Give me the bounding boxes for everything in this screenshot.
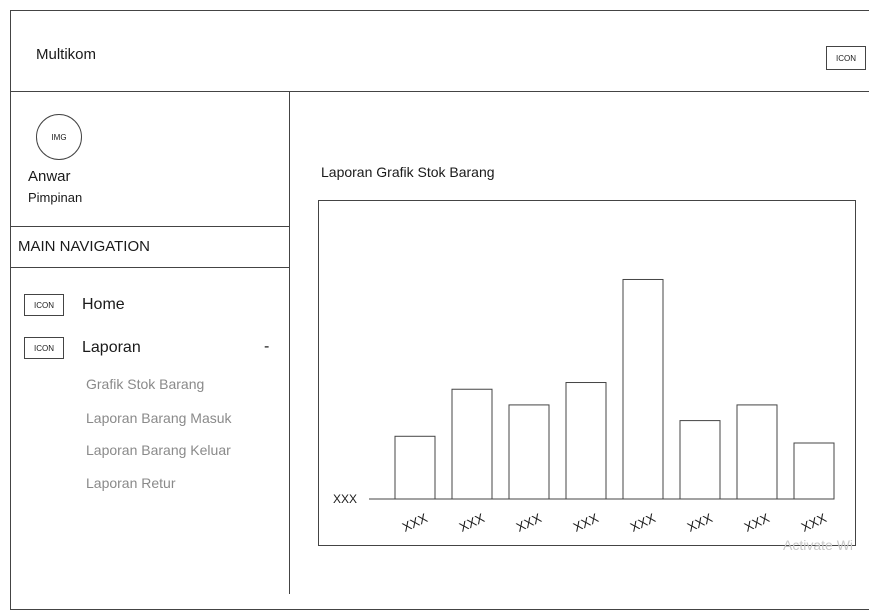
page-title: Laporan Grafik Stok Barang	[321, 164, 495, 180]
chart-bar	[679, 420, 721, 500]
app-title: Multikom	[36, 46, 97, 63]
sidebar-item-laporan[interactable]: Laporan	[82, 339, 141, 356]
x-axis-category-label: XXX	[685, 510, 715, 535]
laporan-icon[interactable]: ICON	[24, 337, 64, 359]
sidebar-item-home[interactable]: Home	[82, 296, 125, 313]
header-menu-icon[interactable]: ICON	[826, 46, 866, 70]
chart-bar	[565, 382, 607, 500]
avatar[interactable]: IMG	[36, 114, 82, 160]
top-header: Multikom ICON	[10, 10, 869, 92]
y-axis-tick-label: XXX	[333, 492, 357, 506]
chart-bar	[508, 404, 550, 500]
bar-chart: XXX XXX XXX XXX XXX XXX XXX XXX XXX	[333, 278, 835, 535]
x-axis-category-label: XXX	[628, 510, 658, 535]
x-axis-category-label: XXX	[457, 510, 487, 535]
x-axis-category-label: XXX	[742, 510, 772, 535]
sidebar-subitem-grafik-stok[interactable]: Grafik Stok Barang	[86, 376, 205, 392]
chart-bar	[622, 278, 664, 500]
chart-bar	[736, 404, 778, 500]
sidebar-subitem-barang-keluar[interactable]: Laporan Barang Keluar	[86, 442, 231, 458]
sidebar: IMG Anwar Pimpinan MAIN NAVIGATION ICON …	[10, 92, 290, 594]
user-name: Anwar	[28, 168, 71, 185]
x-axis-category-label: XXX	[799, 510, 829, 535]
chart-container: XXX XXX XXX XXX XXX XXX XXX XXX XXX	[318, 200, 856, 546]
chart-bar	[451, 388, 493, 500]
laporan-collapse-toggle[interactable]: -	[264, 338, 270, 355]
user-role: Pimpinan	[28, 190, 83, 205]
activation-watermark: Activate Wi	[783, 537, 854, 553]
x-axis-category-label: XXX	[400, 510, 430, 535]
sidebar-subitem-retur[interactable]: Laporan Retur	[86, 475, 176, 491]
chart-bar	[793, 442, 835, 500]
sidebar-subitem-barang-masuk[interactable]: Laporan Barang Masuk	[86, 410, 232, 426]
home-icon[interactable]: ICON	[24, 294, 64, 316]
x-axis-category-label: XXX	[514, 510, 544, 535]
nav-section-header: MAIN NAVIGATION	[10, 226, 289, 268]
x-axis-category-label: XXX	[571, 510, 601, 535]
chart-bar	[394, 435, 436, 500]
